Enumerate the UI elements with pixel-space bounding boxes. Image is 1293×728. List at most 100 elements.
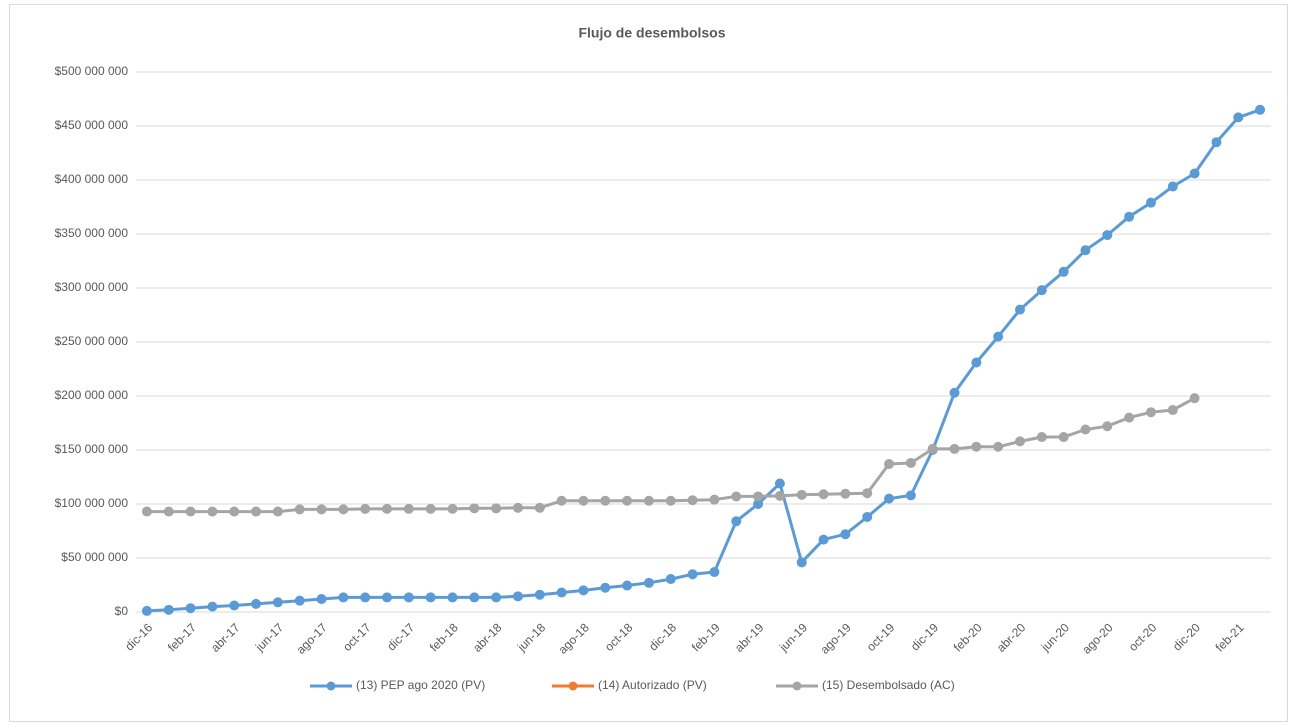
data-point	[272, 506, 283, 517]
data-point	[753, 491, 764, 502]
data-point	[447, 592, 458, 603]
data-point	[862, 488, 873, 499]
data-point	[185, 506, 196, 517]
data-point	[1102, 421, 1113, 432]
chart-border	[9, 4, 1288, 722]
data-point	[556, 587, 567, 598]
data-point	[382, 503, 393, 514]
data-point	[447, 503, 458, 514]
data-point	[862, 511, 873, 522]
y-tick-label: $450 000 000	[55, 118, 129, 132]
data-point	[229, 600, 240, 611]
data-point	[1145, 197, 1156, 208]
y-tick-label: $300 000 000	[55, 280, 129, 294]
data-point	[425, 503, 436, 514]
legend-marker	[792, 681, 802, 691]
data-point	[403, 592, 414, 603]
data-point	[294, 595, 305, 606]
data-point	[360, 503, 371, 514]
data-point	[971, 357, 982, 368]
data-point	[665, 574, 676, 585]
y-tick-label: $150 000 000	[55, 442, 129, 456]
data-point	[1080, 424, 1091, 435]
data-point	[818, 534, 829, 545]
data-point	[469, 592, 480, 603]
data-point	[1189, 393, 1200, 404]
data-point	[251, 506, 262, 517]
data-point	[622, 495, 633, 506]
data-point	[774, 478, 785, 489]
y-tick-label: $100 000 000	[55, 496, 129, 510]
data-point	[993, 331, 1004, 342]
data-point	[1211, 137, 1222, 148]
chart-title: Flujo de desembolsos	[578, 25, 725, 41]
data-point	[578, 495, 589, 506]
data-point	[251, 598, 262, 609]
data-point	[1036, 285, 1047, 296]
data-point	[512, 502, 523, 513]
y-tick-label: $200 000 000	[55, 388, 129, 402]
data-point	[1233, 112, 1244, 123]
data-point	[622, 580, 633, 591]
data-point	[534, 589, 545, 600]
data-point	[425, 592, 436, 603]
data-point	[1014, 436, 1025, 447]
data-point	[643, 577, 654, 588]
data-point	[731, 516, 742, 527]
data-point	[709, 567, 720, 578]
data-point	[1145, 407, 1156, 418]
data-point	[141, 506, 152, 517]
data-point	[687, 569, 698, 580]
data-point	[1102, 230, 1113, 241]
data-point	[600, 495, 611, 506]
data-point	[905, 457, 916, 468]
data-point	[840, 529, 851, 540]
data-point	[971, 441, 982, 452]
data-point	[731, 491, 742, 502]
data-point	[316, 594, 327, 605]
data-point	[665, 495, 676, 506]
data-point	[512, 591, 523, 602]
data-point	[294, 504, 305, 515]
data-point	[207, 601, 218, 612]
y-tick-label: $400 000 000	[55, 172, 129, 186]
y-tick-label: $250 000 000	[55, 334, 129, 348]
data-point	[905, 490, 916, 501]
data-point	[229, 506, 240, 517]
data-point	[403, 503, 414, 514]
data-point	[643, 495, 654, 506]
data-point	[993, 441, 1004, 452]
data-point	[600, 582, 611, 593]
data-point	[884, 459, 895, 470]
series-line	[146, 108, 1261, 613]
legend-label: (15) Desembolsado (AC)	[822, 678, 955, 692]
data-point	[1255, 104, 1266, 115]
data-point	[272, 597, 283, 608]
data-point	[534, 502, 545, 513]
y-tick-label: $0	[115, 604, 129, 618]
data-point	[1058, 432, 1069, 443]
data-point	[927, 443, 938, 454]
data-point	[1124, 211, 1135, 222]
data-point	[1124, 412, 1135, 423]
data-point	[491, 503, 502, 514]
data-point	[840, 488, 851, 499]
data-point	[578, 585, 589, 596]
data-point	[796, 489, 807, 500]
data-point	[774, 490, 785, 501]
data-point	[207, 506, 218, 517]
data-point	[1189, 168, 1200, 179]
data-point	[709, 494, 720, 505]
data-point	[687, 495, 698, 506]
data-point	[141, 605, 152, 616]
data-point	[316, 504, 327, 515]
data-point	[1167, 405, 1178, 416]
data-point	[338, 592, 349, 603]
y-tick-label: $50 000 000	[61, 550, 128, 564]
data-point	[360, 592, 371, 603]
data-point	[949, 387, 960, 398]
legend-label: (13) PEP ago 2020 (PV)	[356, 678, 485, 692]
data-point	[818, 489, 829, 500]
